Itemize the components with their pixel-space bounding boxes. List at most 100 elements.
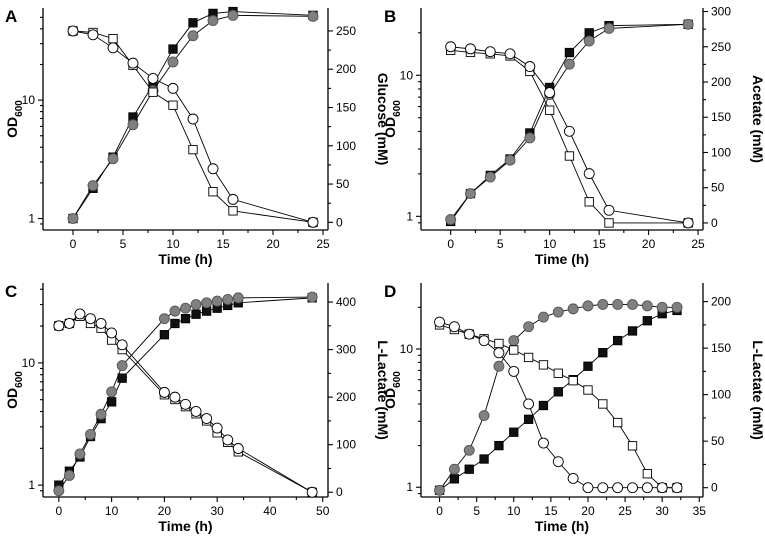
- y2-tick-label: 0: [336, 215, 343, 229]
- data-point: [583, 35, 595, 47]
- data-point: [222, 294, 234, 305]
- data-point: [159, 330, 170, 340]
- data-point: [568, 376, 578, 386]
- y-axis-label: OD600: [382, 371, 403, 409]
- series-2: [434, 298, 683, 496]
- data-point: [117, 373, 127, 383]
- data-point: [504, 154, 516, 166]
- data-point: [463, 328, 475, 340]
- data-point: [187, 113, 199, 125]
- data-point: [169, 305, 181, 317]
- data-point: [307, 216, 319, 228]
- series-line: [450, 46, 689, 224]
- x-tick-label: 5: [473, 504, 480, 518]
- data-point: [494, 440, 504, 451]
- data-point: [449, 474, 460, 484]
- data-point: [167, 56, 179, 68]
- x-tick-label: 20: [266, 237, 280, 251]
- data-point: [509, 345, 519, 355]
- data-point: [211, 295, 223, 307]
- data-point: [641, 482, 653, 494]
- y-axis-label-main: OD: [382, 117, 398, 138]
- y2-tick-label: 50: [711, 434, 725, 448]
- data-point: [465, 188, 476, 200]
- data-point: [201, 413, 213, 424]
- x-tick-label: 10: [543, 237, 557, 251]
- panel-label: C: [5, 282, 17, 301]
- data-point: [67, 25, 79, 37]
- data-point: [641, 300, 653, 312]
- y2-tick-label: 150: [711, 341, 731, 355]
- data-point: [95, 408, 107, 420]
- x-tick-label: 30: [210, 504, 224, 518]
- data-point: [524, 132, 536, 144]
- panel-label: B: [384, 7, 396, 26]
- data-point: [208, 187, 218, 197]
- series-line: [72, 30, 314, 223]
- data-point: [67, 213, 79, 224]
- y2-tick-label: 100: [336, 139, 356, 153]
- y2-tick-label: 200: [711, 295, 731, 309]
- y-axis-label: OD600: [4, 100, 25, 138]
- data-point: [583, 385, 593, 395]
- y2-tick-label: 250: [336, 24, 356, 38]
- x-axis-label: Time (h): [158, 518, 212, 534]
- y-tick-label: 10: [400, 68, 414, 82]
- data-point: [544, 87, 556, 99]
- data-point: [671, 301, 683, 313]
- data-point: [508, 365, 520, 377]
- data-point: [168, 44, 178, 54]
- data-point: [478, 410, 490, 421]
- data-point: [187, 30, 199, 42]
- data-point: [523, 398, 535, 410]
- y-tick-label: 10: [400, 342, 414, 356]
- data-point: [484, 46, 496, 58]
- data-point: [227, 9, 239, 21]
- data-point: [583, 361, 593, 371]
- data-point: [523, 321, 535, 333]
- data-point: [169, 391, 181, 403]
- y-axis-label-sub: 600: [392, 371, 403, 388]
- data-point: [188, 144, 198, 155]
- data-point: [87, 29, 99, 41]
- data-point: [106, 386, 118, 398]
- x-tick-label: 0: [55, 504, 62, 518]
- data-point: [613, 417, 623, 428]
- y-axis-label-main: OD: [4, 117, 20, 138]
- data-point: [116, 339, 128, 351]
- data-point: [567, 303, 579, 315]
- data-point: [523, 414, 534, 424]
- x-tick-label: 20: [581, 504, 595, 518]
- x-tick-label: 40: [263, 504, 277, 518]
- data-point: [180, 313, 191, 324]
- data-point: [682, 217, 694, 229]
- data-point: [553, 387, 563, 397]
- y2-tick-label: 0: [711, 216, 718, 230]
- data-point: [168, 100, 178, 110]
- data-point: [612, 298, 624, 310]
- x-tick-label: 15: [592, 237, 606, 251]
- data-point: [448, 463, 460, 475]
- data-point: [553, 368, 563, 378]
- data-point: [306, 291, 318, 303]
- data-point: [147, 72, 159, 84]
- y-tick-label: 1: [28, 478, 35, 492]
- data-point: [642, 316, 652, 326]
- data-point: [74, 308, 86, 320]
- data-point: [232, 443, 244, 454]
- data-point: [465, 43, 476, 55]
- data-point: [148, 87, 158, 97]
- y-axis-label-main: OD: [4, 388, 20, 409]
- y2-tick-label: 100: [336, 438, 356, 452]
- data-point: [191, 309, 201, 319]
- data-point: [180, 398, 191, 410]
- x-tick-label: 25: [618, 504, 632, 518]
- panel-label: D: [384, 282, 396, 301]
- data-point: [598, 399, 608, 409]
- data-point: [127, 57, 139, 69]
- y2-tick-label: 200: [336, 62, 356, 76]
- data-point: [537, 311, 549, 323]
- series-2: [53, 291, 318, 497]
- data-point: [445, 41, 457, 53]
- y2-tick-label: 200: [711, 75, 731, 89]
